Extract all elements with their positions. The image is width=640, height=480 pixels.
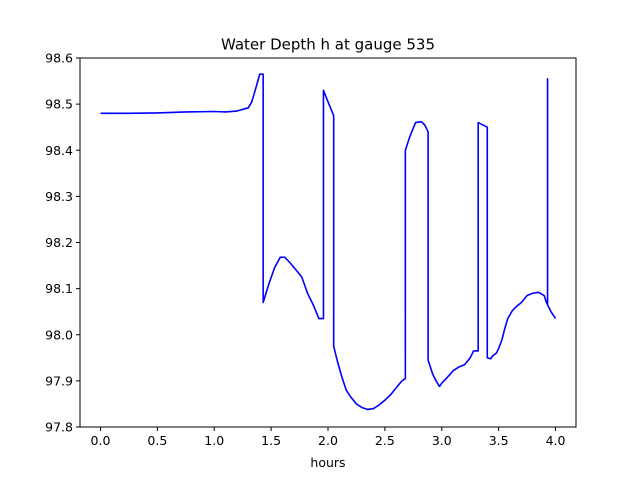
x-tick-label: 4.0: [546, 433, 566, 448]
x-tick-label: 0.0: [91, 433, 111, 448]
y-tick-label: 98.4: [45, 143, 73, 158]
x-tick-label: 3.0: [432, 433, 452, 448]
y-tick-label: 98.3: [45, 189, 73, 204]
y-tick-label: 98.1: [45, 281, 73, 296]
x-tick-label: 2.0: [318, 433, 338, 448]
water-depth-line: [100, 73, 557, 411]
chart-title: Water Depth h at gauge 535: [221, 36, 435, 54]
y-tick-label: 98.5: [45, 97, 73, 112]
x-tick-label: 1.0: [204, 433, 224, 448]
x-axis-label: hours: [310, 455, 345, 470]
y-tick-label: 98.6: [45, 51, 73, 66]
y-tick-label: 98.0: [45, 327, 73, 342]
plot-area: [100, 73, 557, 411]
x-axis: 0.0 0.5 1.0 1.5 2.0 2.5 3.0 3.5 4.0: [91, 427, 566, 448]
x-tick-label: 1.5: [261, 433, 281, 448]
y-axis: 97.8 97.9 98.0 98.1 98.2 98.3 98.4 98.5 98.6: [45, 51, 80, 435]
y-tick-label: 97.9: [45, 373, 73, 388]
x-tick-label: 2.5: [375, 433, 395, 448]
y-tick-label: 98.2: [45, 235, 73, 250]
x-tick-label: 3.5: [489, 433, 509, 448]
x-tick-label: 0.5: [147, 433, 167, 448]
y-tick-label: 97.8: [45, 420, 73, 435]
